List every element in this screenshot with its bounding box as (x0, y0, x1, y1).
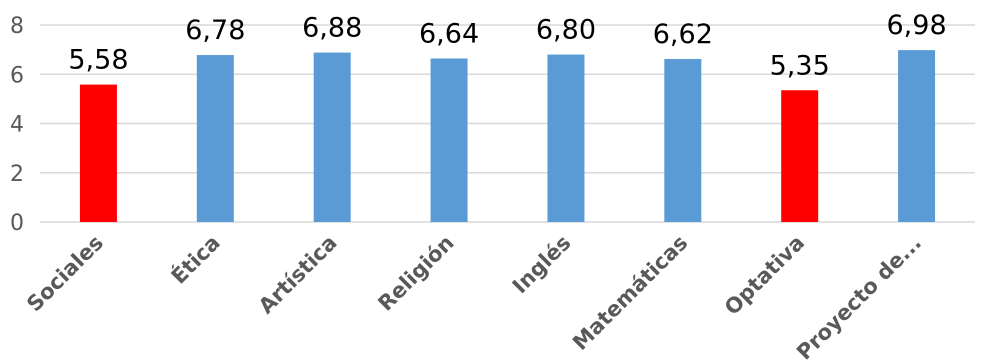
y-tick-label: 6 (10, 63, 24, 88)
gridlines (40, 24, 975, 223)
bar-1 (196, 55, 234, 223)
category-label: Ética (166, 230, 225, 289)
bar-3 (430, 58, 468, 222)
bar-5 (664, 58, 702, 222)
bar-2 (313, 52, 351, 222)
data-label: 5,58 (68, 45, 128, 76)
bar-0 (79, 84, 117, 222)
y-tick-label: 0 (10, 211, 24, 236)
data-label: 6,62 (653, 19, 713, 50)
data-label: 6,98 (887, 10, 947, 41)
data-label: 5,35 (770, 50, 830, 81)
data-label: 6,88 (302, 13, 362, 44)
category-label: Inglés (508, 231, 576, 299)
category-label: Religión (373, 231, 458, 316)
category-label: Matemáticas (568, 231, 692, 355)
category-label: Sociales (22, 231, 108, 317)
y-tick-label: 8 (10, 14, 24, 39)
y-axis-ticks: 0 2 4 6 8 (10, 14, 24, 236)
category-label: Optativa (720, 231, 809, 320)
bars (79, 50, 936, 223)
data-labels: 5,58 6,78 6,88 6,64 6,80 6,62 5,35 6,98 (68, 10, 946, 81)
bar-6 (781, 90, 819, 222)
data-label: 6,78 (185, 15, 245, 46)
y-tick-label: 4 (10, 113, 24, 138)
category-label: Artística (254, 231, 342, 319)
bar-7 (898, 50, 936, 223)
category-label: Proyecto de... (792, 231, 926, 364)
y-tick-label: 2 (10, 162, 24, 187)
data-label: 6,80 (536, 15, 596, 46)
category-labels: Sociales Ética Artística Religión InglésMate… (22, 230, 926, 364)
data-label: 6,64 (419, 18, 479, 49)
bar-4 (547, 54, 585, 222)
